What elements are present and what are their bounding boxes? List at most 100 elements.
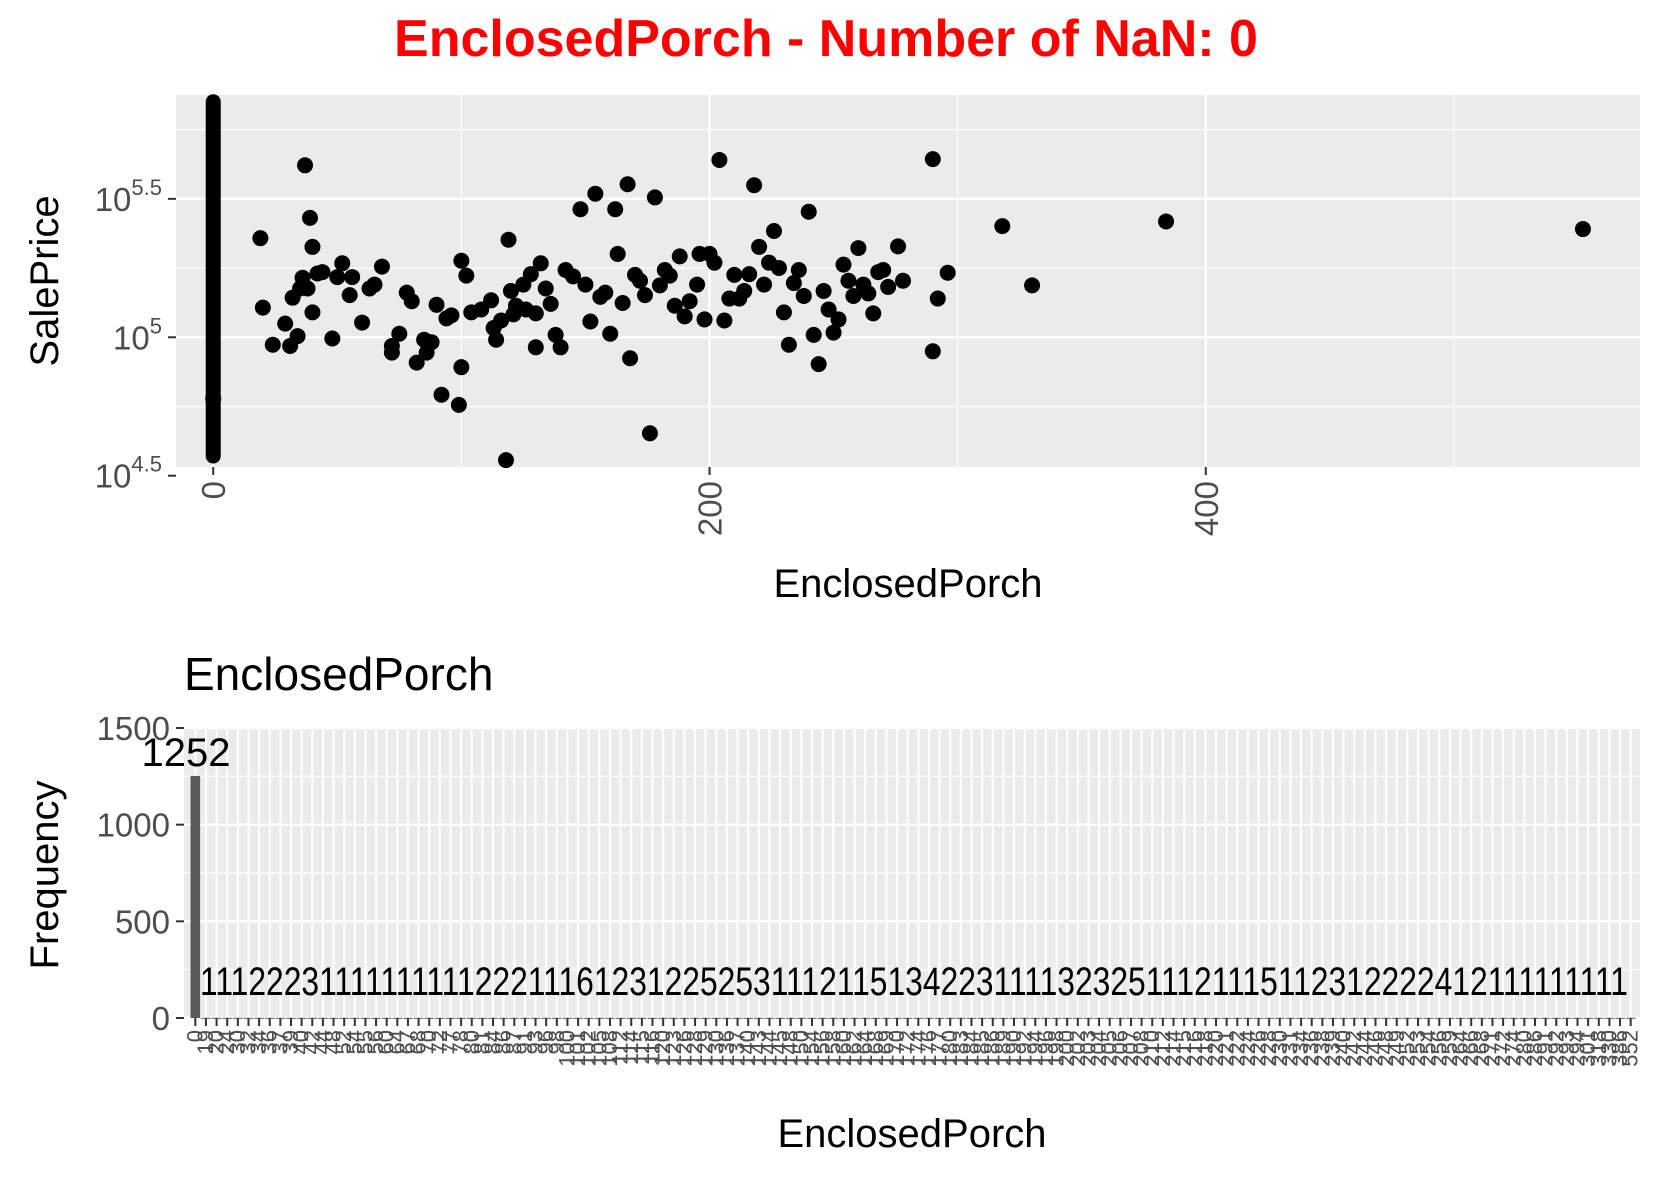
bar-x-tick-label: 126 bbox=[671, 1030, 696, 1067]
scatter-point bbox=[736, 282, 753, 299]
scatter-point bbox=[850, 240, 867, 257]
scatter-point bbox=[324, 330, 341, 347]
bar-x-tick-label: 123 bbox=[661, 1030, 686, 1067]
bar-x-tick-label: 105 bbox=[586, 1030, 611, 1067]
scatter-point bbox=[602, 325, 619, 342]
scatter-y-tick-label: 104.5 bbox=[95, 452, 162, 495]
scatter-point bbox=[334, 255, 351, 272]
bar-x-tick-label: 291 bbox=[1533, 1030, 1558, 1067]
bar-x-tick-label: 77 bbox=[437, 1030, 462, 1054]
bar-x-tick-label: 259 bbox=[1437, 1030, 1462, 1067]
bar-x-tick-label: 56 bbox=[363, 1030, 388, 1054]
scatter-point bbox=[825, 324, 842, 341]
bar-x-tick-label: 101 bbox=[565, 1030, 590, 1067]
bar-x-tick-label: 202 bbox=[1065, 1030, 1090, 1067]
bar-x-tick-label: 248 bbox=[1373, 1030, 1398, 1067]
bar-x-tick-label: 215 bbox=[1171, 1030, 1196, 1067]
bar-x-tick-label: 24 bbox=[214, 1030, 239, 1054]
scatter-x-tick-label: 200 bbox=[691, 481, 728, 536]
bar-x-tick-label: 206 bbox=[1107, 1030, 1132, 1067]
bar-x-tick-label: 249 bbox=[1384, 1030, 1409, 1067]
bar-x-tick-label: 19 bbox=[193, 1030, 218, 1054]
scatter-point bbox=[450, 396, 467, 413]
scatter-point bbox=[939, 264, 956, 281]
scatter-point bbox=[820, 301, 837, 318]
bar-x-tick-label: 293 bbox=[1554, 1030, 1579, 1067]
scatter-point bbox=[726, 266, 743, 283]
bar-x-tick-label: 86 bbox=[491, 1030, 516, 1054]
bar-x-tick-label: 164 bbox=[852, 1030, 877, 1067]
bar-x-tick-label: 20 bbox=[204, 1030, 229, 1054]
scatter-point bbox=[341, 287, 358, 304]
bar-x-tick-label: 218 bbox=[1192, 1030, 1217, 1067]
bar-x-tick-label: 52 bbox=[331, 1030, 356, 1054]
bar-x-tick-label: 203 bbox=[1075, 1030, 1100, 1067]
bar-x-tick-label: 67 bbox=[395, 1030, 420, 1054]
bar-x-tick-label: 280 bbox=[1511, 1030, 1536, 1067]
scatter-point bbox=[780, 336, 797, 353]
scatter-y-tick-label: 105.5 bbox=[95, 175, 162, 218]
scatter-point bbox=[924, 343, 941, 360]
scatter-point bbox=[746, 177, 763, 194]
scatter-point bbox=[751, 238, 768, 255]
scatter-point bbox=[383, 344, 400, 361]
bar-x-tick-label: 100 bbox=[554, 1030, 579, 1067]
scatter-point bbox=[671, 248, 688, 265]
bar-x-tick-label: 156 bbox=[810, 1030, 835, 1067]
bar-x-tick-label: 189 bbox=[990, 1030, 1015, 1067]
bar-x-tick-label: 42 bbox=[299, 1030, 324, 1054]
bar-x-tick-label: 176 bbox=[916, 1030, 941, 1067]
scatter-point bbox=[453, 359, 470, 376]
bar-x-tick-label: 170 bbox=[884, 1030, 909, 1067]
bar-x-tick-label: 264 bbox=[1448, 1030, 1473, 1067]
bar-x-tick-label: 212 bbox=[1150, 1030, 1175, 1067]
scatter-point bbox=[500, 231, 517, 248]
bar-x-tick-label: 254 bbox=[1416, 1030, 1441, 1067]
scatter-point bbox=[527, 339, 544, 356]
bar-x-tick-label: 208 bbox=[1129, 1030, 1154, 1067]
scatter-point bbox=[597, 284, 614, 301]
bar-x-tick-label: 162 bbox=[842, 1030, 867, 1067]
scatter-x-axis-title: EnclosedPorch bbox=[773, 562, 1042, 606]
bar-x-tick-label: 78 bbox=[448, 1030, 473, 1054]
scatter-point bbox=[304, 238, 321, 255]
bar-x-tick-label: 136 bbox=[714, 1030, 739, 1067]
scatter-points bbox=[205, 94, 1591, 469]
bar-x-tick-label: 158 bbox=[820, 1030, 845, 1067]
scatter-point bbox=[542, 295, 559, 312]
scatter-point bbox=[619, 176, 636, 193]
bar-x-tick-label: 130 bbox=[703, 1030, 728, 1067]
bar-x-tick-label: 168 bbox=[863, 1030, 888, 1067]
scatter-point bbox=[775, 304, 792, 321]
scatter-x-tick-label: 400 bbox=[1188, 481, 1225, 536]
bar-count-labels: 1112223111111111122211161231225253111211… bbox=[200, 960, 1628, 1004]
bar-x-tick-label: 108 bbox=[597, 1030, 622, 1067]
scatter-point bbox=[636, 287, 653, 304]
bar-y-axis: 0 500 1000 1500 bbox=[97, 710, 184, 1037]
scatter-point bbox=[458, 267, 475, 284]
bar-x-tick-label: 196 bbox=[1033, 1030, 1058, 1067]
scatter-point bbox=[264, 336, 281, 353]
bar-x-tick-label: 137 bbox=[725, 1030, 750, 1067]
scatter-point bbox=[689, 276, 706, 293]
bar-x-tick-label: 274 bbox=[1501, 1030, 1526, 1067]
scatter-point bbox=[299, 280, 316, 297]
scatter-point bbox=[924, 151, 941, 168]
bar-x-tick-label: 200 bbox=[1054, 1030, 1079, 1067]
scatter-point bbox=[661, 267, 678, 284]
bar-y-tick-label: 0 bbox=[152, 1000, 170, 1037]
scatter-point bbox=[289, 328, 306, 345]
bar-x-tick-label: 226 bbox=[1246, 1030, 1271, 1067]
scatter-point bbox=[632, 272, 649, 289]
scatter-point bbox=[254, 299, 271, 316]
bar-x-tick-label: 60 bbox=[374, 1030, 399, 1054]
scatter-point bbox=[552, 339, 569, 356]
scatter-point bbox=[646, 189, 663, 206]
scatter-point bbox=[716, 312, 733, 329]
bar-x-tick-label: 244 bbox=[1352, 1030, 1377, 1067]
bar-x-tick-label: 87 bbox=[501, 1030, 526, 1054]
bar-x-tick-label: 37 bbox=[267, 1030, 292, 1054]
bar-x-tick-label: 154 bbox=[799, 1030, 824, 1067]
bar-x-tick-label: 96 bbox=[533, 1030, 558, 1054]
